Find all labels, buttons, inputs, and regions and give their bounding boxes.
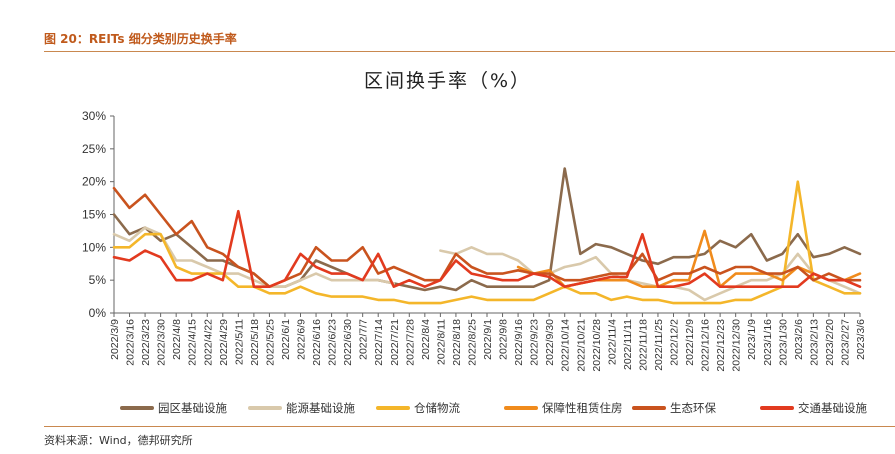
y-tick-label: 30% bbox=[82, 109, 106, 123]
legend-label: 交通基础设施 bbox=[798, 401, 867, 415]
x-tick-label: 2022/9/1 bbox=[482, 319, 494, 360]
x-tick-label: 2022/9/8 bbox=[498, 319, 510, 360]
x-tick-label: 2022/4/15 bbox=[187, 319, 199, 366]
legend-label: 生态环保 bbox=[670, 401, 716, 415]
legend-label: 仓储物流 bbox=[414, 401, 460, 415]
x-tick-label: 2022/12/9 bbox=[684, 319, 696, 366]
x-tick-label: 2022/8/11 bbox=[435, 319, 447, 365]
x-tick-label: 2022/3/30 bbox=[156, 319, 168, 366]
x-tick-label: 2022/10/14 bbox=[560, 319, 572, 372]
x-tick-label: 2022/8/25 bbox=[466, 319, 478, 366]
x-tick-label: 2022/3/16 bbox=[125, 319, 137, 366]
x-tick-label: 2023/2/13 bbox=[808, 319, 820, 366]
source-rule bbox=[44, 426, 895, 427]
x-tick-label: 2022/12/30 bbox=[731, 319, 743, 372]
x-tick-label: 2022/5/18 bbox=[249, 319, 261, 366]
legend-label: 保障性租赁住房 bbox=[542, 401, 623, 415]
x-tick-label: 2022/6/1 bbox=[280, 319, 292, 360]
figure-caption: 图 20：REITs 细分类别历史换手率 bbox=[44, 32, 237, 46]
x-tick-label: 2022/7/7 bbox=[358, 319, 370, 360]
x-tick-label: 2022/7/21 bbox=[389, 319, 401, 366]
x-tick-label: 2022/11/25 bbox=[653, 319, 665, 371]
x-tick-label: 2022/12/23 bbox=[715, 319, 727, 372]
x-tick-label: 2022/11/18 bbox=[637, 319, 649, 371]
x-tick-label: 2022/10/21 bbox=[575, 319, 587, 372]
y-tick-label: 25% bbox=[82, 142, 106, 156]
legend-label: 能源基础设施 bbox=[286, 401, 355, 415]
x-tick-label: 2022/4/8 bbox=[171, 319, 183, 360]
x-tick-label: 2022/4/29 bbox=[218, 319, 230, 366]
x-tick-label: 2022/6/30 bbox=[342, 319, 354, 366]
x-tick-label: 2022/8/18 bbox=[451, 319, 463, 366]
caption-rule bbox=[44, 51, 895, 52]
x-tick-label: 2022/6/16 bbox=[311, 319, 323, 366]
x-tick-label: 2022/4/22 bbox=[202, 319, 214, 366]
x-tick-label: 2022/7/28 bbox=[404, 319, 416, 366]
x-tick-label: 2022/11/11 bbox=[622, 319, 634, 370]
x-tick-label: 2023/2/20 bbox=[824, 319, 836, 366]
series-line bbox=[112, 209, 862, 288]
x-tick-label: 2023/2/6 bbox=[793, 319, 805, 360]
x-tick-label: 2023/1/16 bbox=[762, 319, 774, 366]
x-tick-label: 2022/8/4 bbox=[420, 319, 432, 360]
x-tick-label: 2023/3/6 bbox=[855, 319, 867, 360]
y-tick-label: 15% bbox=[82, 208, 106, 222]
y-tick-label: 10% bbox=[82, 240, 106, 254]
x-tick-label: 2022/9/16 bbox=[513, 319, 525, 366]
x-tick-label: 2022/5/11 bbox=[233, 319, 245, 365]
x-tick-label: 2023/1/9 bbox=[746, 319, 758, 360]
x-tick-label: 2023/2/27 bbox=[839, 319, 851, 366]
x-tick-label: 2022/11/4 bbox=[606, 319, 618, 365]
x-tick-label: 2023/1/30 bbox=[777, 319, 789, 366]
x-tick-label: 2022/7/14 bbox=[373, 319, 385, 366]
x-tick-label: 2022/12/16 bbox=[700, 319, 712, 372]
x-tick-label: 2022/12/2 bbox=[669, 319, 681, 366]
series-line bbox=[112, 180, 862, 305]
x-tick-label: 2022/6/9 bbox=[296, 319, 308, 360]
y-tick-label: 20% bbox=[82, 175, 106, 189]
x-tick-label: 2022/10/28 bbox=[591, 319, 603, 372]
series-line bbox=[112, 186, 862, 288]
x-tick-label: 2022/3/23 bbox=[140, 319, 152, 366]
x-tick-label: 2022/6/23 bbox=[327, 319, 339, 366]
y-tick-label: 5% bbox=[89, 273, 107, 287]
chart-title: 区间换手率（%） bbox=[363, 70, 532, 92]
legend-label: 园区基础设施 bbox=[158, 401, 227, 415]
y-tick-label: 0% bbox=[89, 306, 107, 320]
x-tick-label: 2022/5/25 bbox=[264, 319, 276, 366]
x-tick-label: 2022/9/30 bbox=[544, 319, 556, 366]
x-tick-label: 2022/9/23 bbox=[529, 319, 541, 366]
source-note: 资料来源：Wind，德邦研究所 bbox=[44, 434, 193, 447]
x-tick-label: 2022/3/9 bbox=[109, 319, 121, 360]
